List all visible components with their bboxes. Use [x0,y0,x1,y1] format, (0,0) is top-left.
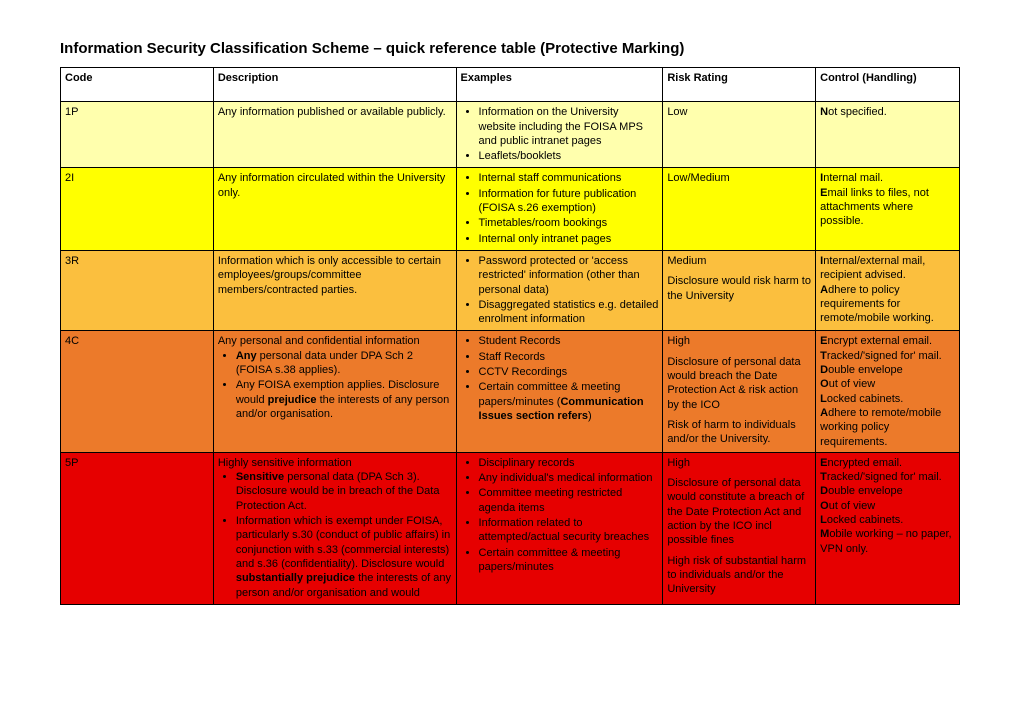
cell-risk: Low [663,102,816,168]
list-item: Disciplinary records [479,456,659,470]
desc-intro: Highly sensitive information [218,456,452,470]
cell-risk: Medium Disclosure would risk harm to the… [663,250,816,330]
cell-control: Internal mail. Email links to files, not… [816,168,960,250]
risk-level: High [667,456,811,470]
cell-code: 1P [61,102,214,168]
list-item: Information related to attempted/actual … [479,516,659,545]
col-header-description: Description [213,68,456,102]
cell-examples: Password protected or 'access restricted… [456,250,663,330]
cell-control: Internal/external mail, recipient advise… [816,250,960,330]
cell-control: Encrypt external email. Tracked/'signed … [816,331,960,452]
cell-examples: Internal staff communications Informatio… [456,168,663,250]
risk-detail: Risk of harm to individuals and/or the U… [667,418,811,447]
table-row: 4C Any personal and confidential informa… [61,331,960,452]
list-item: Password protected or 'access restricted… [479,254,659,297]
cell-description: Any personal and confidential informatio… [213,331,456,452]
list-item: Committee meeting restricted agenda item… [479,486,659,515]
list-item: Internal only intranet pages [479,232,659,246]
table-row: 2I Any information circulated within the… [61,168,960,250]
cell-examples: Student Records Staff Records CCTV Recor… [456,331,663,452]
risk-detail: High risk of substantial harm to individ… [667,554,811,597]
classification-table: Code Description Examples Risk Rating Co… [60,67,960,605]
list-item: Disaggregated statistics e.g. detailed e… [479,298,659,327]
cell-code: 2I [61,168,214,250]
cell-control: Encrypted email. Tracked/'signed for' ma… [816,452,960,604]
page-root: Information Security Classification Sche… [0,0,1020,625]
cell-risk: Low/Medium [663,168,816,250]
table-header-row: Code Description Examples Risk Rating Co… [61,68,960,102]
list-item: Certain committee & meeting papers/minut… [479,380,659,423]
list-item: Certain committee & meeting papers/minut… [479,546,659,575]
risk-detail: Disclosure would risk harm to the Univer… [667,274,811,303]
col-header-risk: Risk Rating [663,68,816,102]
page-title: Information Security Classification Sche… [60,40,960,57]
risk-detail: Disclosure of personal data would consti… [667,476,811,547]
list-item: Any personal data under DPA Sch 2 (FOISA… [236,349,452,378]
list-item: Sensitive personal data (DPA Sch 3). Dis… [236,470,452,513]
list-item: Timetables/room bookings [479,216,659,230]
col-header-control: Control (Handling) [816,68,960,102]
cell-examples: Information on the University website in… [456,102,663,168]
list-item: Information which is exempt under FOISA,… [236,514,452,600]
list-item: Information on the University website in… [479,105,659,148]
risk-level: Medium [667,254,811,268]
cell-control: Not specified. [816,102,960,168]
list-item: Any individual's medical information [479,471,659,485]
cell-description: Highly sensitive information Sensitive p… [213,452,456,604]
list-item: Information for future publication (FOIS… [479,187,659,216]
cell-code: 3R [61,250,214,330]
list-item: CCTV Recordings [479,365,659,379]
cell-code: 4C [61,331,214,452]
col-header-code: Code [61,68,214,102]
cell-code: 5P [61,452,214,604]
table-row: 3R Information which is only accessible … [61,250,960,330]
list-item: Any FOISA exemption applies. Disclosure … [236,378,452,421]
list-item: Student Records [479,334,659,348]
cell-description: Any information published or available p… [213,102,456,168]
table-row: 1P Any information published or availabl… [61,102,960,168]
cell-examples: Disciplinary records Any individual's me… [456,452,663,604]
list-item: Internal staff communications [479,171,659,185]
cell-description: Any information circulated within the Un… [213,168,456,250]
cell-description: Information which is only accessible to … [213,250,456,330]
list-item: Leaflets/booklets [479,149,659,163]
desc-intro: Any personal and confidential informatio… [218,334,452,348]
risk-detail: Disclosure of personal data would breach… [667,355,811,412]
table-row: 5P Highly sensitive information Sensitiv… [61,452,960,604]
cell-risk: High Disclosure of personal data would c… [663,452,816,604]
col-header-examples: Examples [456,68,663,102]
list-item: Staff Records [479,350,659,364]
risk-level: High [667,334,811,348]
cell-risk: High Disclosure of personal data would b… [663,331,816,452]
